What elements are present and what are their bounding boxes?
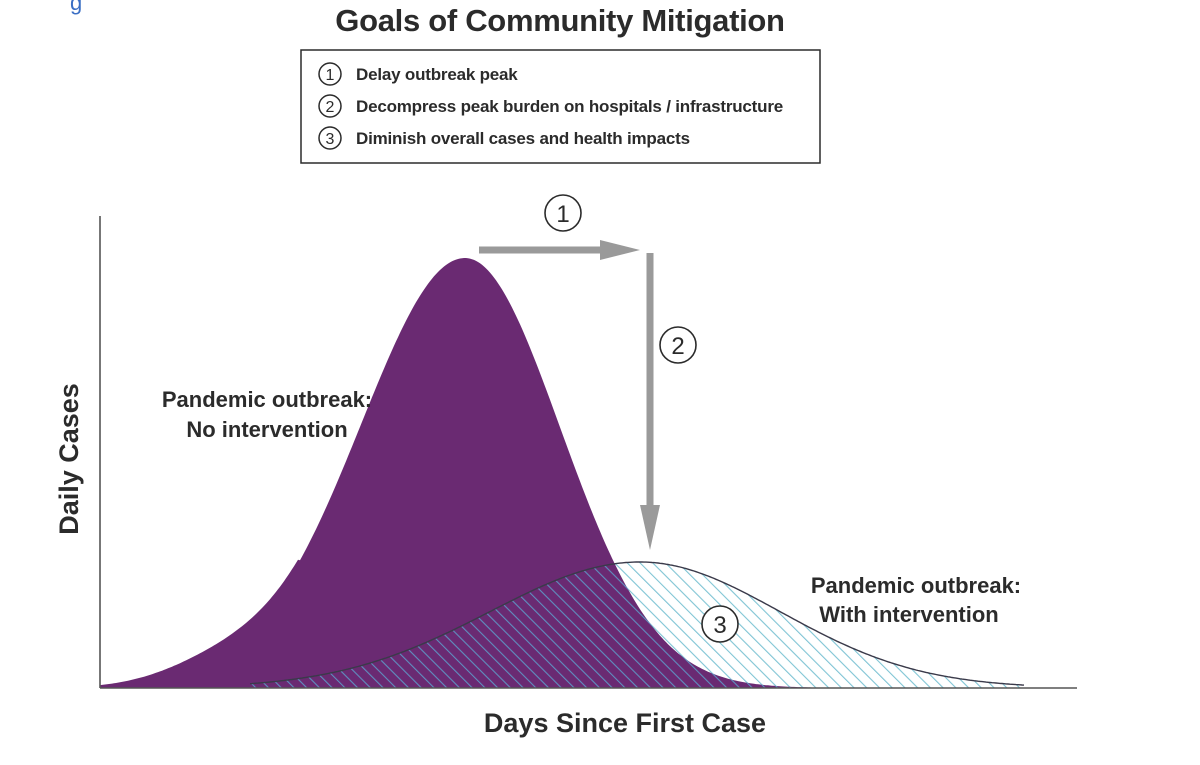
legend-number-1: 1: [326, 67, 335, 84]
marker-diminish-number: 3: [713, 612, 726, 639]
legend-text-delay: Delay outbreak peak: [356, 65, 518, 84]
marker-diminish: 3: [701, 605, 739, 643]
marker-delay: 1: [544, 194, 582, 232]
legend-text-decompress: Decompress peak burden on hospitals / in…: [356, 97, 783, 116]
legend-item-diminish: 3 Diminish overall cases and health impa…: [318, 126, 690, 150]
legend-item-delay: 1 Delay outbreak peak: [318, 62, 518, 86]
diagram-title: Goals of Community Mitigation: [335, 3, 784, 38]
decompress-arrow: [640, 253, 660, 550]
marker-decompress: 2: [659, 326, 697, 364]
legend-number-2: 2: [326, 99, 335, 116]
no-intervention-curve: [100, 258, 845, 688]
with-intervention-label-line2: With intervention: [819, 602, 998, 627]
with-intervention-label-line1: Pandemic outbreak:: [811, 573, 1021, 598]
marker-decompress-number: 2: [671, 333, 684, 360]
no-intervention-label-line2: No intervention: [186, 417, 347, 442]
legend-number-3: 3: [326, 131, 335, 148]
marker-delay-number: 1: [556, 201, 569, 228]
legend-text-diminish: Diminish overall cases and health impact…: [356, 129, 690, 148]
with-intervention-outline: [249, 561, 1025, 686]
legend-box: 1 Delay outbreak peak 2 Decompress peak …: [300, 49, 821, 164]
no-intervention-label-line1: Pandemic outbreak:: [162, 387, 372, 412]
legend-item-decompress: 2 Decompress peak burden on hospitals / …: [318, 94, 783, 118]
delay-arrow: [479, 240, 640, 260]
corner-text-fragment: g: [70, 0, 82, 15]
y-axis-label: Daily Cases: [54, 383, 84, 535]
x-axis-label: Days Since First Case: [484, 708, 766, 738]
